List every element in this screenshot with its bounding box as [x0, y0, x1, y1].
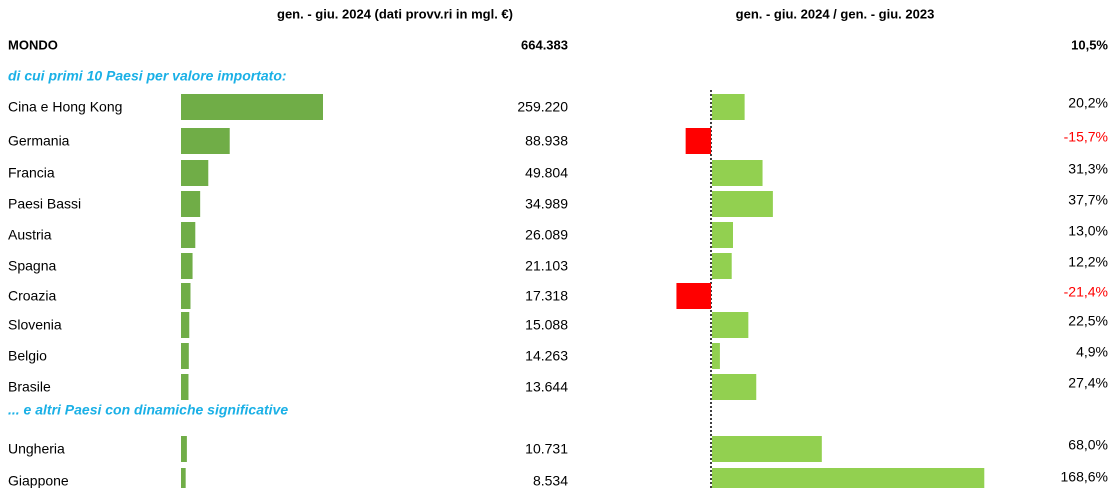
change-label: 31,3%	[1068, 161, 1108, 177]
country-name: Germania	[8, 133, 70, 149]
value-bar	[181, 94, 323, 120]
change-bar	[712, 222, 733, 248]
change-bar	[712, 160, 763, 186]
value-label: 10.731	[525, 441, 568, 457]
value-label: 13.644	[525, 379, 568, 395]
change-bar	[712, 94, 745, 120]
change-label: 20,2%	[1068, 95, 1108, 111]
country-name: Austria	[8, 227, 52, 243]
world-change: 10,5%	[1071, 37, 1108, 52]
value-bar	[181, 160, 209, 186]
world-value: 664.383	[521, 37, 568, 52]
value-bar	[181, 374, 189, 400]
change-label: 27,4%	[1068, 375, 1108, 391]
change-bar	[685, 128, 711, 154]
change-bar	[712, 312, 749, 338]
value-header: gen. - giu. 2024 (dati provv.ri in mgl. …	[277, 6, 513, 21]
country-name: Giappone	[8, 473, 69, 488]
country-name: Cina e Hong Kong	[8, 99, 122, 115]
value-bar	[181, 312, 190, 338]
country-name: Brasile	[8, 379, 51, 395]
country-name: Paesi Bassi	[8, 196, 81, 212]
change-bar	[712, 374, 757, 400]
change-label: -21,4%	[1064, 284, 1108, 300]
change-label: 168,6%	[1061, 469, 1108, 485]
change-header: gen. - giu. 2024 / gen. - giu. 2023	[736, 6, 935, 21]
value-bar	[181, 253, 193, 279]
value-label: 259.220	[517, 99, 568, 115]
value-bar	[181, 222, 196, 248]
value-label: 14.263	[525, 348, 568, 364]
value-label: 21.103	[525, 258, 568, 274]
change-label: 68,0%	[1068, 437, 1108, 453]
change-bar	[712, 191, 773, 217]
value-bar	[181, 128, 230, 154]
value-label: 88.938	[525, 133, 568, 149]
country-name: Spagna	[8, 258, 56, 274]
country-name: Francia	[8, 165, 55, 181]
change-label: 22,5%	[1068, 313, 1108, 329]
value-label: 49.804	[525, 165, 568, 181]
change-label: 37,7%	[1068, 192, 1108, 208]
change-label: 13,0%	[1068, 223, 1108, 239]
country-name: Belgio	[8, 348, 47, 364]
country-name: Slovenia	[8, 317, 62, 333]
value-label: 34.989	[525, 196, 568, 212]
value-bar	[181, 436, 187, 462]
change-bar	[712, 436, 822, 462]
change-bar	[676, 283, 711, 309]
change-bar	[712, 468, 985, 488]
value-label: 17.318	[525, 288, 568, 304]
change-bar	[712, 253, 732, 279]
value-bar	[181, 343, 189, 369]
country-name: Ungheria	[8, 441, 65, 457]
change-label: -15,7%	[1064, 129, 1108, 145]
section-title: ... e altri Paesi con dinamiche signific…	[8, 402, 288, 418]
country-name: Croazia	[8, 288, 56, 304]
change-bar	[712, 343, 720, 369]
value-bar	[181, 468, 186, 488]
section-title: di cui primi 10 Paesi per valore importa…	[8, 68, 287, 84]
value-label: 15.088	[525, 317, 568, 333]
world-name: MONDO	[8, 37, 58, 52]
change-label: 4,9%	[1076, 344, 1108, 360]
change-label: 12,2%	[1068, 254, 1108, 270]
value-bar	[181, 191, 201, 217]
value-bar	[181, 283, 191, 309]
value-label: 8.534	[533, 473, 568, 488]
value-label: 26.089	[525, 227, 568, 243]
